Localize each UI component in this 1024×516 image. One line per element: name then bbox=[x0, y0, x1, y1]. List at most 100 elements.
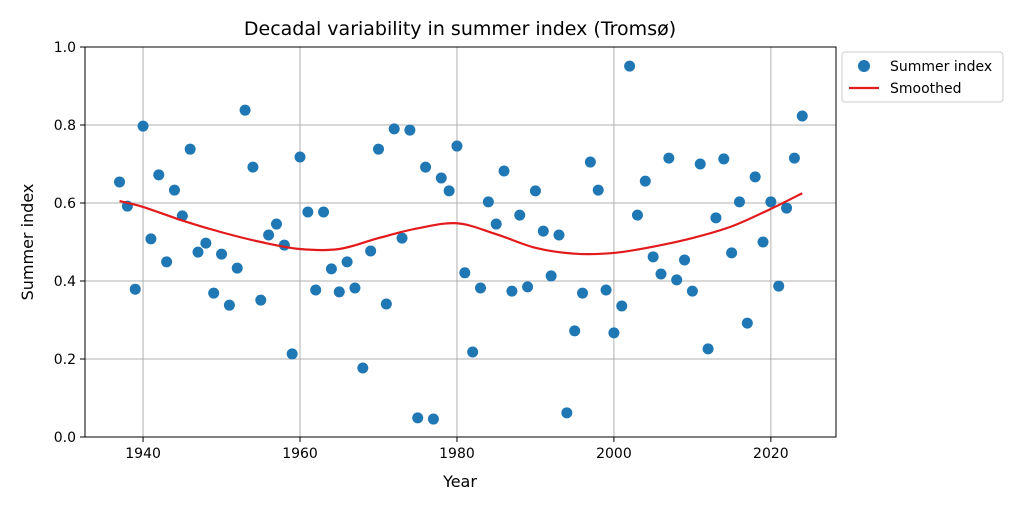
data-point bbox=[577, 287, 589, 299]
data-point bbox=[561, 407, 573, 419]
data-point bbox=[765, 196, 777, 208]
data-point bbox=[161, 256, 173, 268]
smoothed-line bbox=[119, 192, 803, 256]
data-point bbox=[153, 169, 165, 181]
data-point bbox=[459, 267, 471, 279]
legend-marker-summer-index bbox=[858, 60, 870, 72]
data-point bbox=[741, 317, 753, 329]
data-point bbox=[671, 274, 683, 286]
legend-label-summer-index: Summer index bbox=[890, 59, 992, 75]
data-point bbox=[341, 256, 353, 268]
data-point bbox=[686, 285, 698, 297]
data-point bbox=[584, 156, 596, 168]
data-point bbox=[365, 245, 377, 257]
legend: Summer index Smoothed bbox=[841, 51, 1004, 103]
data-point bbox=[168, 184, 180, 196]
data-point bbox=[325, 263, 337, 275]
data-point bbox=[451, 140, 463, 152]
data-point bbox=[388, 123, 400, 135]
legend-box bbox=[841, 51, 1004, 103]
data-point bbox=[663, 152, 675, 164]
y-tick-label: 0.4 bbox=[54, 274, 76, 290]
x-axis-label: Year bbox=[442, 472, 477, 491]
data-point bbox=[404, 124, 416, 136]
data-point bbox=[310, 284, 322, 296]
y-tick-label: 0.2 bbox=[54, 352, 76, 368]
data-point bbox=[781, 202, 793, 214]
chart-title: Decadal variability in summer index (Tro… bbox=[244, 18, 676, 40]
y-tick-label: 0.6 bbox=[54, 196, 76, 212]
data-point bbox=[749, 171, 761, 183]
data-point bbox=[490, 218, 502, 230]
data-point bbox=[396, 232, 408, 244]
data-point bbox=[372, 143, 384, 155]
y-tick-label: 1.0 bbox=[54, 40, 76, 56]
data-point bbox=[545, 270, 557, 282]
data-point bbox=[137, 120, 149, 132]
data-point bbox=[647, 251, 659, 263]
data-point bbox=[600, 284, 612, 296]
data-point bbox=[624, 60, 636, 72]
data-point bbox=[216, 248, 228, 260]
data-point bbox=[247, 161, 259, 173]
data-point bbox=[788, 152, 800, 164]
x-tick-label: 2020 bbox=[753, 446, 789, 462]
data-point bbox=[333, 286, 345, 298]
data-point bbox=[114, 176, 126, 188]
data-point bbox=[694, 158, 706, 170]
data-point bbox=[796, 110, 808, 122]
data-point bbox=[208, 287, 220, 299]
data-point bbox=[522, 281, 534, 293]
data-point bbox=[639, 175, 651, 187]
data-point bbox=[467, 346, 479, 358]
data-point bbox=[427, 413, 439, 425]
data-point bbox=[380, 298, 392, 310]
data-point bbox=[231, 262, 243, 274]
data-point bbox=[192, 246, 204, 258]
data-point bbox=[726, 247, 738, 259]
plot-frame bbox=[84, 46, 837, 438]
data-point bbox=[263, 229, 275, 241]
data-point bbox=[655, 268, 667, 280]
data-point bbox=[702, 343, 714, 355]
series-layer bbox=[114, 60, 808, 425]
x-tick-label: 1960 bbox=[282, 446, 318, 462]
data-point bbox=[537, 225, 549, 237]
legend-label-smoothed: Smoothed bbox=[890, 81, 962, 97]
data-point bbox=[616, 300, 628, 312]
data-point bbox=[286, 348, 298, 360]
data-point bbox=[482, 196, 494, 208]
data-point bbox=[553, 229, 565, 241]
data-point bbox=[412, 412, 424, 424]
grid bbox=[85, 46, 836, 438]
data-point bbox=[718, 153, 730, 165]
data-point bbox=[443, 185, 455, 197]
data-point bbox=[710, 212, 722, 224]
y-tick-label: 0.8 bbox=[54, 118, 76, 134]
data-point bbox=[302, 206, 314, 218]
data-point bbox=[773, 280, 785, 292]
data-point bbox=[318, 206, 330, 218]
y-axis-label: Summer index bbox=[18, 184, 37, 301]
ticks: 1940 1960 1980 2000 2020 0.0 0.2 0.4 0.6 0.8 1.0 bbox=[54, 40, 789, 462]
data-point bbox=[498, 165, 510, 177]
data-point bbox=[294, 151, 306, 163]
data-point bbox=[679, 254, 691, 266]
data-point bbox=[357, 362, 369, 374]
data-point bbox=[592, 184, 604, 196]
data-point bbox=[608, 327, 620, 339]
x-tick-label: 1980 bbox=[439, 446, 475, 462]
data-point bbox=[255, 294, 267, 306]
data-point bbox=[184, 143, 196, 155]
data-point bbox=[270, 218, 282, 230]
data-point bbox=[506, 285, 518, 297]
data-point bbox=[200, 237, 212, 249]
data-point bbox=[129, 283, 141, 295]
data-point bbox=[145, 233, 157, 245]
data-point bbox=[569, 325, 581, 337]
data-point bbox=[757, 236, 769, 248]
data-point bbox=[223, 299, 235, 311]
data-point bbox=[475, 282, 487, 294]
x-tick-label: 2000 bbox=[596, 446, 632, 462]
